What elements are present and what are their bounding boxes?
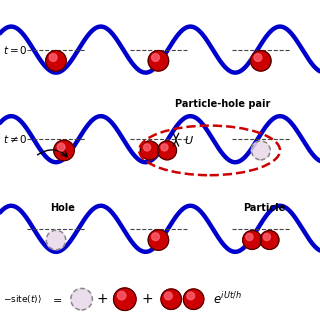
- Circle shape: [54, 140, 74, 161]
- Text: $t \neq 0$: $t \neq 0$: [3, 133, 28, 145]
- Circle shape: [243, 231, 261, 249]
- Circle shape: [71, 288, 92, 310]
- Text: Particle: Particle: [243, 204, 285, 213]
- Circle shape: [164, 292, 172, 300]
- Text: $t = 0$: $t = 0$: [3, 44, 28, 56]
- Circle shape: [117, 291, 126, 300]
- Circle shape: [263, 233, 270, 241]
- Circle shape: [158, 141, 177, 160]
- Circle shape: [46, 230, 66, 250]
- Text: $U$: $U$: [184, 134, 194, 146]
- Circle shape: [49, 54, 57, 61]
- Text: Particle-hole pair: Particle-hole pair: [175, 99, 270, 109]
- Circle shape: [152, 54, 159, 61]
- Circle shape: [254, 54, 262, 61]
- Text: $=$: $=$: [50, 294, 62, 304]
- Circle shape: [260, 231, 279, 249]
- Text: $+$: $+$: [141, 292, 153, 306]
- Circle shape: [148, 51, 169, 71]
- Circle shape: [46, 51, 66, 71]
- Circle shape: [161, 289, 181, 309]
- Text: $-$site$(t)\rangle$: $-$site$(t)\rangle$: [3, 294, 42, 305]
- Circle shape: [114, 288, 136, 310]
- Circle shape: [148, 230, 169, 250]
- Text: Hole: Hole: [50, 204, 75, 213]
- Circle shape: [251, 51, 271, 71]
- Text: $e^{iUt/h}$: $e^{iUt/h}$: [213, 291, 242, 307]
- Circle shape: [246, 233, 253, 241]
- Circle shape: [140, 141, 159, 160]
- Circle shape: [57, 143, 65, 151]
- Circle shape: [183, 289, 204, 309]
- Circle shape: [252, 141, 270, 160]
- Circle shape: [152, 233, 159, 241]
- Text: $+$: $+$: [96, 292, 108, 306]
- Circle shape: [187, 292, 195, 300]
- Circle shape: [161, 144, 168, 151]
- Circle shape: [143, 144, 151, 151]
